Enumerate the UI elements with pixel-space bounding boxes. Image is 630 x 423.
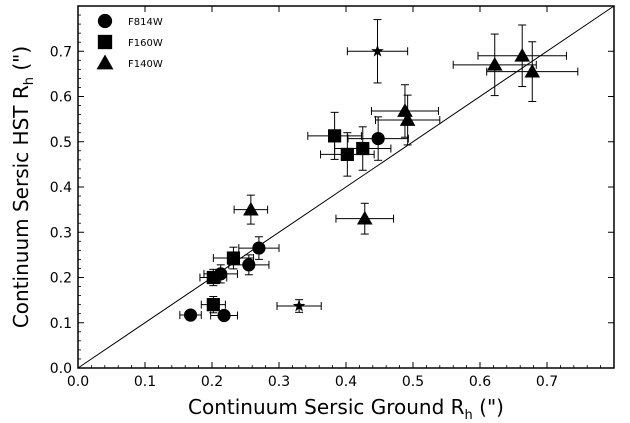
legend-label: F814W bbox=[128, 17, 163, 28]
marker-triangle bbox=[399, 112, 416, 126]
marker-triangle bbox=[486, 57, 503, 71]
legend-label: F160W bbox=[128, 38, 163, 49]
x-tick-label: 0.4 bbox=[335, 374, 357, 390]
legend: F814W F160W F140W bbox=[96, 13, 163, 70]
y-tick-label: 0.3 bbox=[50, 225, 72, 241]
error-bars bbox=[179, 19, 579, 320]
legend-marker-circle bbox=[97, 13, 113, 29]
y-tick-label: 0.4 bbox=[50, 180, 72, 196]
x-tick-label: 0.1 bbox=[134, 374, 156, 390]
x-tick-label: 0.7 bbox=[536, 374, 558, 390]
marker-circle bbox=[217, 308, 231, 323]
x-axis-title: Continuum Sersic Ground Rh (") bbox=[188, 395, 504, 423]
marker-circle bbox=[183, 308, 198, 322]
marker-triangle bbox=[397, 103, 413, 117]
marker-square bbox=[328, 129, 342, 143]
legend-marker-triangle bbox=[96, 54, 114, 70]
marker-star bbox=[371, 44, 384, 57]
marker-circle bbox=[242, 258, 256, 272]
y-tick-label: 0.5 bbox=[50, 135, 72, 151]
data-markers bbox=[183, 44, 541, 323]
marker-triangle bbox=[243, 201, 259, 216]
y-tick-label: 0.2 bbox=[50, 271, 72, 287]
marker-triangle bbox=[514, 47, 531, 62]
x-tick-label: 0.2 bbox=[201, 374, 223, 390]
marker-triangle bbox=[524, 63, 541, 78]
marker-square bbox=[340, 147, 354, 162]
y-tick-label: 0.7 bbox=[50, 44, 72, 60]
y-tick-label: 0.1 bbox=[50, 316, 72, 332]
marker-circle bbox=[371, 131, 385, 146]
x-tick-label: 0.3 bbox=[268, 374, 290, 390]
x-tick-label: 0.0 bbox=[67, 374, 89, 390]
one-to-one-line-group bbox=[77, 5, 615, 369]
y-axis-title-sub: h bbox=[22, 77, 37, 85]
axis-ticks: 0.0 0.1 0.2 0.3 0.4 0.5 0.6 0.7 0.0 0.1 0.2 0.3 0.4 0… bbox=[50, 6, 614, 390]
legend-label: F140W bbox=[128, 59, 163, 70]
marker-square bbox=[356, 141, 370, 156]
x-axis-title-sub: h bbox=[465, 408, 473, 423]
marker-square bbox=[206, 298, 220, 312]
y-tick-label: 0.0 bbox=[50, 361, 72, 377]
y-tick-label: 0.6 bbox=[50, 90, 72, 106]
x-axis-title-main: Continuum Sersic Ground R bbox=[188, 395, 465, 419]
y-axis-title-unit: (") bbox=[9, 46, 33, 77]
legend-marker-square bbox=[97, 34, 113, 50]
x-tick-label: 0.5 bbox=[402, 374, 424, 390]
marker-square bbox=[226, 251, 241, 265]
x-axis-title-unit: (") bbox=[473, 395, 504, 419]
marker-triangle bbox=[356, 210, 373, 225]
y-axis-title-main: Continuum Sersic HST R bbox=[9, 85, 33, 328]
y-axis-title: Continuum Sersic HST Rh (") bbox=[9, 46, 37, 328]
x-tick-label: 0.6 bbox=[469, 374, 491, 390]
marker-circle bbox=[252, 241, 266, 255]
one-to-one-line bbox=[77, 5, 615, 369]
marker-star bbox=[292, 299, 306, 312]
marker-square bbox=[206, 270, 220, 285]
